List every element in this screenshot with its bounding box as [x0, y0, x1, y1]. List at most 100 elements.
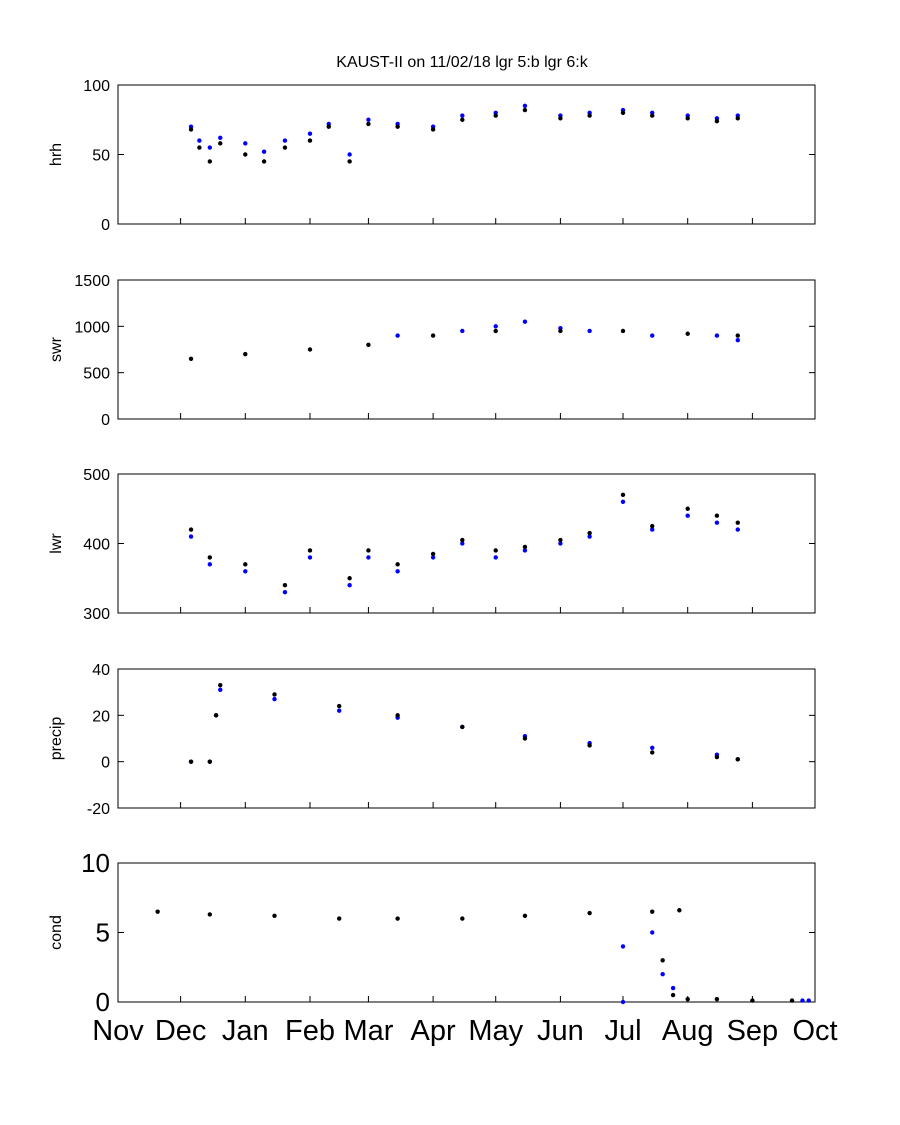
- month-label-6: May: [468, 1015, 523, 1047]
- point-lwr-s1-7: [395, 562, 400, 567]
- ytick-label-hrh-0: 0: [101, 217, 110, 234]
- month-label-7: Jun: [537, 1015, 584, 1047]
- point-cond-s1-1: [207, 912, 213, 917]
- point-swr-s0-7: [714, 333, 720, 338]
- point-hrh-s1-7: [307, 138, 313, 143]
- ytick-label-lwr-0: 300: [83, 606, 110, 623]
- point-precip-s1-7: [460, 724, 465, 730]
- point-swr-s1-4: [430, 333, 436, 338]
- month-labels: Nov Dec Jan Feb Mar Apr May Jun Jul Aug Sep Oct: [92, 1015, 837, 1047]
- point-lwr-s1-16: [685, 506, 690, 511]
- ytick-label-hrh-1: 50: [92, 148, 110, 165]
- point-precip-s1-1: [207, 759, 213, 764]
- point-lwr-s1-10: [493, 548, 498, 553]
- point-lwr-s0-0: [188, 534, 194, 539]
- point-hrh-s0-15: [522, 103, 528, 109]
- month-label-1: Dec: [155, 1015, 207, 1047]
- ytick-label-lwr-2: 500: [83, 467, 110, 484]
- axes-box-cond: [117, 862, 816, 1003]
- point-hrh-s1-19: [650, 113, 655, 118]
- point-swr-s0-6: [650, 333, 655, 338]
- point-lwr-s0-11: [522, 548, 528, 553]
- panel-precip: -20 0 20 40 precip: [48, 662, 816, 818]
- axes-box-precip: [117, 668, 816, 809]
- point-cond-s1-9: [677, 908, 682, 913]
- point-swr-s1-5: [493, 328, 498, 334]
- point-lwr-s1-1: [207, 555, 213, 560]
- point-hrh-s1-15: [522, 107, 528, 113]
- point-lwr-s1-3: [282, 583, 288, 588]
- point-lwr-s1-0: [188, 527, 194, 532]
- point-precip-s1-8: [522, 736, 528, 741]
- point-lwr-s0-4: [307, 555, 313, 560]
- ylabel-precip: precip: [48, 717, 65, 761]
- point-hrh-s1-18: [620, 110, 626, 116]
- point-lwr-s1-18: [735, 520, 740, 525]
- month-label-3: Feb: [285, 1015, 335, 1047]
- point-lwr-s1-11: [522, 544, 528, 550]
- point-lwr-s0-12: [558, 541, 563, 546]
- point-cond-s1-7: [587, 910, 592, 916]
- point-lwr-s0-17: [714, 520, 720, 525]
- point-hrh-s1-6: [282, 145, 288, 150]
- point-swr-s1-9: [735, 333, 740, 338]
- point-swr-s0-3: [522, 319, 528, 324]
- point-hrh-s0-5: [261, 149, 267, 154]
- point-lwr-s0-16: [685, 513, 690, 518]
- point-precip-s1-4: [272, 692, 277, 697]
- ytick-label-precip-2: 20: [92, 708, 110, 725]
- point-lwr-s1-5: [347, 576, 352, 581]
- point-hrh-s0-10: [366, 117, 371, 122]
- point-cond-s0-5: [800, 998, 805, 1003]
- point-lwr-s1-6: [366, 548, 371, 553]
- point-hrh-s1-4: [243, 152, 248, 157]
- month-label-5: Apr: [411, 1015, 456, 1047]
- point-lwr-s1-4: [307, 548, 313, 553]
- point-lwr-s0-18: [735, 527, 740, 532]
- panel-cond: 0 5 10 cond: [48, 848, 816, 1017]
- point-swr-s1-2: [307, 347, 313, 352]
- point-lwr-s0-9: [460, 541, 465, 546]
- point-hrh-s1-10: [366, 121, 371, 127]
- month-label-8: Jul: [604, 1015, 641, 1047]
- panels: 050100hrh050010001500swr300400500lwr-200…: [48, 78, 816, 1017]
- panel-hrh: 0 50 100 hrh: [48, 78, 816, 234]
- point-hrh-s1-17: [587, 113, 592, 118]
- point-cond-s1-4: [395, 916, 400, 921]
- point-hrh-s1-20: [685, 116, 690, 121]
- point-cond-s1-15: [789, 998, 795, 1003]
- point-lwr-s0-14: [620, 499, 626, 504]
- point-hrh-s0-4: [243, 141, 248, 146]
- point-hrh-s0-6: [282, 138, 288, 143]
- axes-box-lwr: [117, 473, 816, 614]
- point-precip-s1-11: [714, 754, 720, 760]
- ytick-label-swr-0: 0: [101, 412, 110, 429]
- point-swr-s1-6: [558, 328, 563, 334]
- point-lwr-s1-15: [650, 523, 655, 529]
- point-cond-s1-10: [660, 958, 665, 963]
- point-cond-s1-11: [670, 992, 676, 998]
- point-hrh-s1-3: [218, 141, 223, 146]
- month-label-2: Jan: [222, 1015, 269, 1047]
- point-lwr-s0-3: [282, 589, 288, 595]
- point-cond-s1-14: [750, 998, 755, 1003]
- point-hrh-s1-5: [261, 159, 267, 164]
- point-hrh-s1-16: [558, 116, 563, 121]
- point-swr-s1-8: [685, 331, 690, 336]
- point-lwr-s0-6: [366, 555, 371, 560]
- ytick-label-swr-2: 1000: [74, 319, 110, 336]
- ytick-label-lwr-1: 400: [83, 537, 110, 554]
- point-precip-s1-12: [735, 757, 740, 762]
- point-precip-s1-5: [337, 703, 342, 709]
- point-hrh-s1-12: [430, 127, 436, 132]
- point-precip-s1-3: [218, 683, 223, 688]
- point-precip-s1-2: [213, 713, 219, 718]
- point-precip-s0-5: [337, 708, 342, 713]
- ylabel-swr: swr: [48, 336, 65, 362]
- point-precip-s0-3: [218, 687, 223, 693]
- point-lwr-s0-2: [243, 569, 248, 574]
- point-hrh-s1-11: [395, 124, 400, 129]
- ytick-label-hrh-2: 100: [83, 78, 110, 95]
- point-swr-s0-8: [735, 338, 740, 343]
